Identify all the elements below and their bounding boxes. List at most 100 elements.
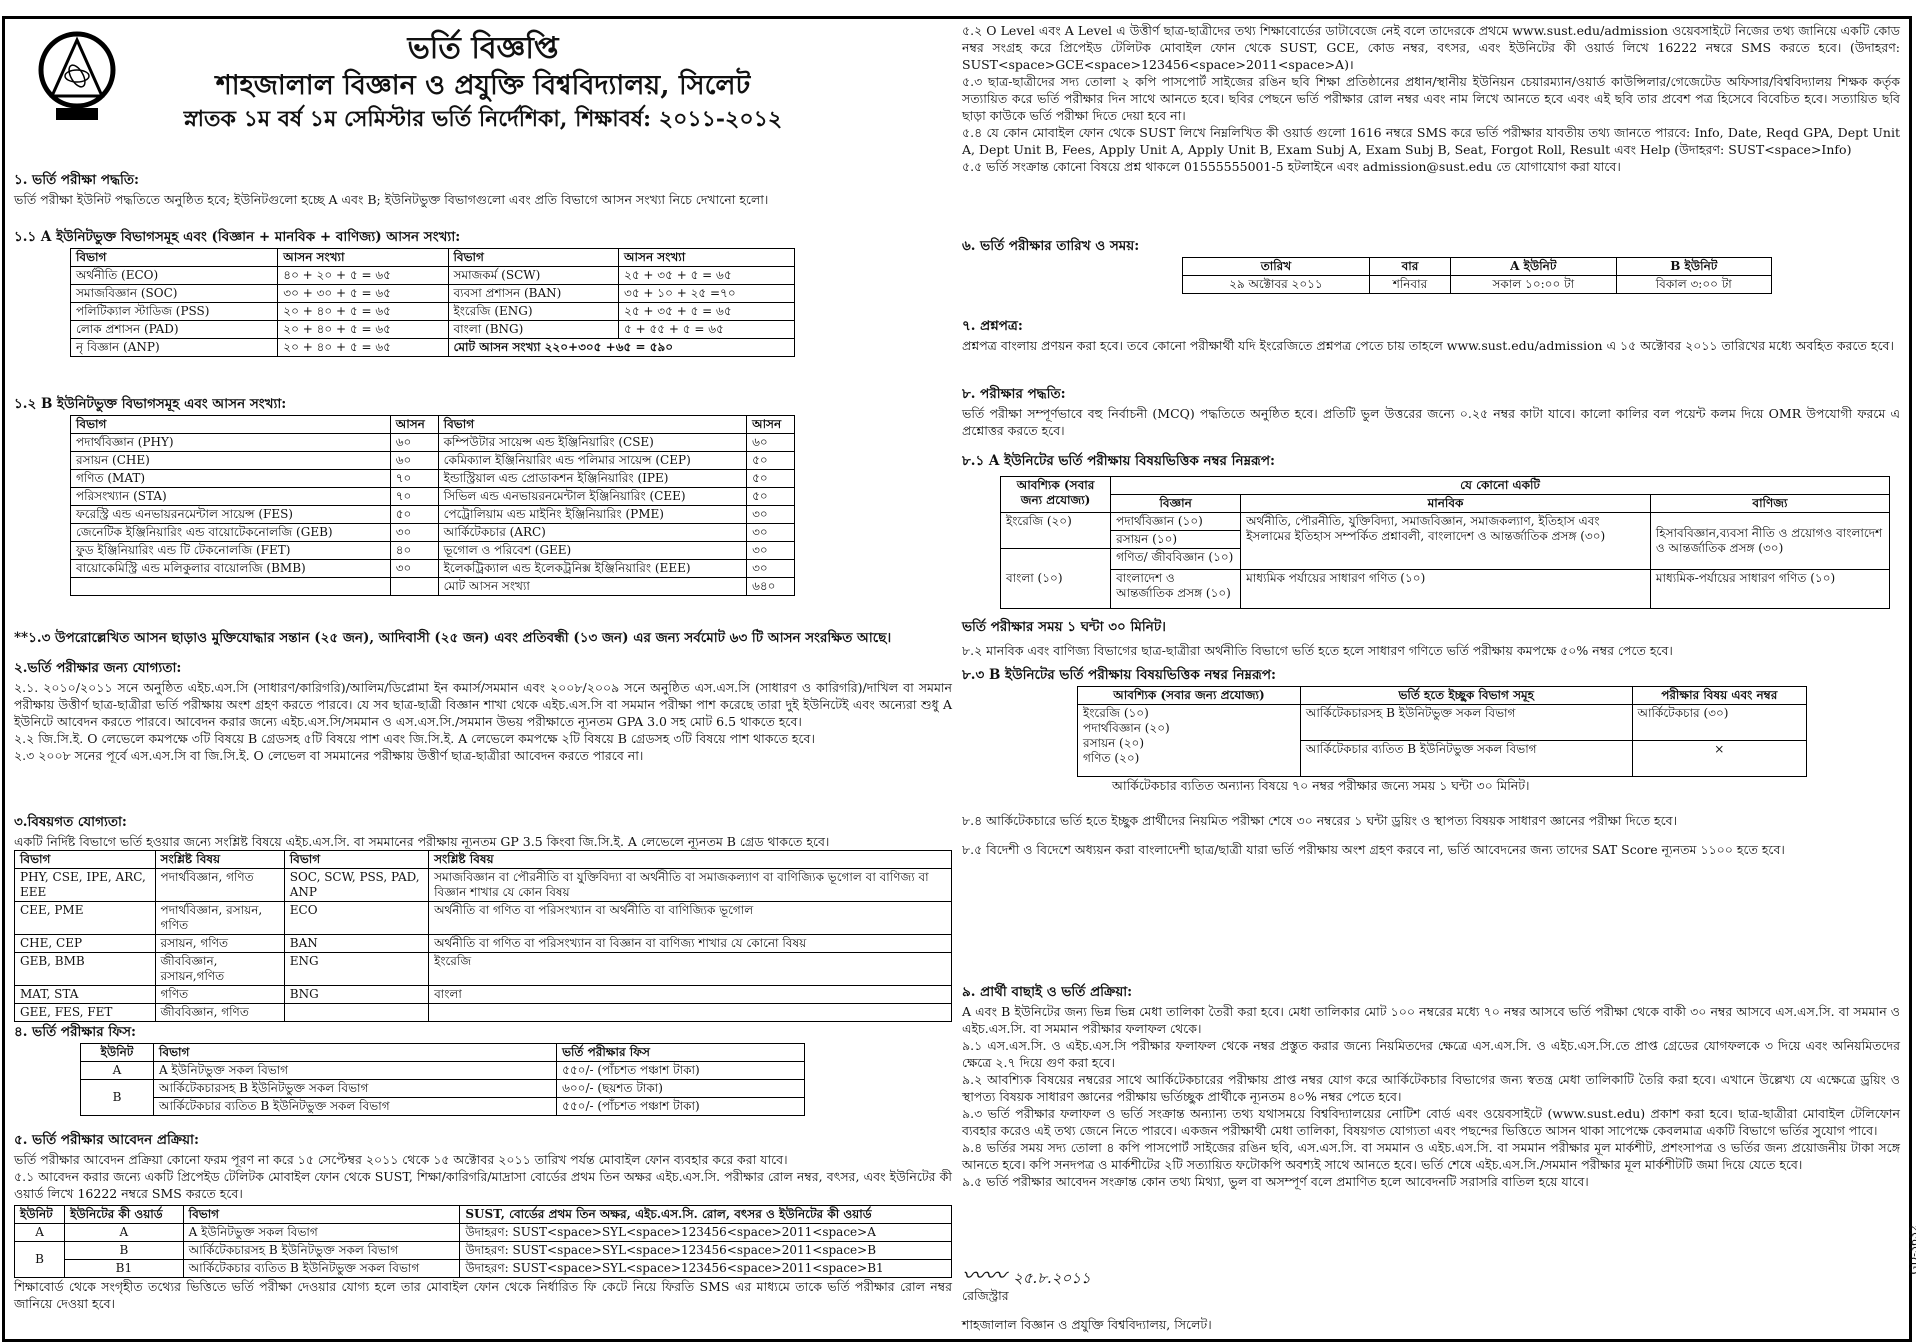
table-cell: আর্কিটেকচার ব্যতিত B ইউনিটভুক্ত সকল বিভা… xyxy=(182,1259,461,1278)
column-header: আবশ্যিক (সবার জন্য প্রযোজ্য) xyxy=(999,476,1112,513)
table-cell: কম্পিউটার সায়েন্স এন্ড ইঞ্জিনিয়ারিং (C… xyxy=(437,433,748,452)
table-cell: রসায়ন (১০) xyxy=(1110,530,1242,549)
section-4: ৪. ভর্তি পরীক্ষার ফিস: ইউনিট বিভাগ ভর্তি প… xyxy=(14,1020,952,1116)
mandatory-subjects: ইংরেজি (১০) পদার্থবিজ্ঞান (২০) রসায়ন (২০)… xyxy=(1077,704,1301,777)
table-cell: সিভিল এন্ড এনভায়রনমেন্টাল ইঞ্জিনিয়ারিং… xyxy=(437,487,748,506)
table-cell: ৬০ xyxy=(389,433,439,452)
section-2: ২.ভর্তি পরীক্ষার জন্য যোগ্যতা: ২.১. ২০১০… xyxy=(14,656,952,764)
university-logo xyxy=(38,31,116,120)
table-cell: ২৫ + ৩৫ + ৫ = ৬৫ xyxy=(618,266,795,285)
exam-duration: ভর্তি পরীক্ষার সময় ১ ঘন্টা ৩০ মিনিট। xyxy=(962,619,1166,635)
table-row: পলিটিক্যাল স্টাডিজ (PSS) ২০ + ৪০ + ৫ = ৬৫… xyxy=(69,302,795,321)
paragraph: ২.৩ ২০০৮ সনের পূর্বে এস.এস.সি বা জি.সি.ই… xyxy=(14,748,644,763)
table-cell: আর্কিটেকচারসহ B ইউনিটভুক্ত সকল বিভাগ xyxy=(1299,704,1633,741)
column-header: বিভাগ xyxy=(152,1043,558,1062)
table-cell: রসায়ন, গণিত xyxy=(154,934,285,953)
unit-a-marks-table: আবশ্যিক (সবার জন্য প্রযোজ্য) যে কোনো একটি… xyxy=(999,476,1891,609)
section-1-2: ১.২ B ইউনিটভুক্ত বিভাগসমূহ এবং আসন সংখ্য… xyxy=(14,392,952,596)
table-cell: ৫ + ৫৫ + ৫ = ৬৫ xyxy=(618,320,795,339)
table-cell: অর্থনীতি বা গণিত বা পরিসংখ্যান বা বিজ্ঞা… xyxy=(428,934,952,953)
table-cell: ৩০ xyxy=(746,505,795,524)
table-row: মোট আসন সংখ্যা ৬৪০ xyxy=(70,577,795,596)
column-header: আসন সংখ্যা xyxy=(618,248,795,267)
table-cell: পলিটিক্যাল স্টাডিজ (PSS) xyxy=(69,302,279,321)
table-cell: ENG xyxy=(283,952,430,986)
paragraph: ৫.২ O Level এবং A Level এ উত্তীর্ণ ছাত্র… xyxy=(962,23,1900,72)
table-cell: রসায়ন (CHE) xyxy=(70,451,391,470)
paragraph: ৮.৫ বিদেশী ও বিদেশে অধ্যয়ন করা বাংলাদেশ… xyxy=(962,842,1785,857)
table-cell xyxy=(389,577,439,596)
table-cell: উদাহরণ: SUST<space>SYL<space>123456<spac… xyxy=(459,1241,952,1260)
section-1: ১. ভর্তি পরীক্ষা পদ্ধতি: ভর্তি পরীক্ষা ই… xyxy=(14,168,952,208)
table-cell: আর্কিটেকচার ব্যতিত B ইউনিটভুক্ত সকল বিভা… xyxy=(1299,740,1633,777)
column-header: বিভাগ xyxy=(283,850,430,869)
column-header: B ইউনিট xyxy=(1615,257,1773,276)
column-header: আসন xyxy=(389,415,439,434)
table-cell: ৩০ xyxy=(389,523,439,542)
table-cell: ৬০ xyxy=(746,433,795,452)
table-cell xyxy=(70,577,391,596)
table-cell: GEB, BMB xyxy=(14,952,156,986)
section-6: ৬. ভর্তি পরীক্ষার তারিখ ও সময়: তারিখ বার… xyxy=(962,234,1900,294)
table-cell: জীববিজ্ঞান, গণিত xyxy=(154,1003,285,1022)
table-cell: ৫০ xyxy=(746,487,795,506)
table-cell: ২০ + ৪০ + ৫ = ৬৫ xyxy=(277,302,449,321)
section-heading: ৮.১ A ইউনিটের ভর্তি পরীক্ষায় বিষয়ভিত্ত… xyxy=(962,453,1276,469)
table-row: ২৯ অক্টোবর ২০১১ শনিবার সকাল ১০:০০ টা বিকাল … xyxy=(1182,275,1773,294)
table-cell: উদাহরণ: SUST<space>SYL<space>123456<spac… xyxy=(459,1259,952,1278)
table-cell: × xyxy=(1631,740,1808,777)
table-cell: A xyxy=(80,1061,154,1080)
table-row: গণিত (MAT) ৭০ ইন্ডাস্ট্রিয়াল এন্ড প্রোডাক… xyxy=(70,469,795,488)
table-cell: পদার্থবিজ্ঞান, রসায়ন, গণিত xyxy=(154,901,285,935)
table-cell xyxy=(428,1003,952,1022)
section-heading: ১. ভর্তি পরীক্ষা পদ্ধতি: xyxy=(14,172,139,188)
subject-eligibility-table: বিভাগ সংশ্লিষ্ট বিষয় বিভাগ সংশ্লিষ্ট বিষয়… xyxy=(14,850,952,1022)
unit-a-time: সকাল ১০:০০ টা xyxy=(1450,275,1617,294)
section-heading: ৩.বিষয়গত যোগ্যতা: xyxy=(14,814,127,830)
table-cell: আর্কিটেকচার (৩০) xyxy=(1631,704,1808,741)
table-cell: ২০ + ৪০ + ৫ = ৬৫ xyxy=(277,338,449,357)
table-cell: পেট্রোলিয়াম এন্ড মাইনিং ইঞ্জিনিয়ারিং (… xyxy=(437,505,748,524)
subject: গণিত (২০) xyxy=(1083,751,1140,765)
table-cell: BAN xyxy=(283,934,430,953)
table-cell: ভূগোল ও পরিবেশ (GEE) xyxy=(437,541,748,560)
table-cell xyxy=(283,1003,430,1022)
table-cell: আর্কিটেকচারসহ B ইউনিটভুক্ত সকল বিভাগ xyxy=(152,1079,558,1098)
table-cell: আর্কিটেকচার ব্যতিত B ইউনিটভুক্ত সকল বিভা… xyxy=(152,1097,558,1116)
table-cell: উদাহরণ: SUST<space>SYL<space>123456<spac… xyxy=(459,1223,952,1242)
paragraph: A এবং B ইউনিটের জন্য ভিন্ন ভিন্ন মেধা তা… xyxy=(962,1004,1900,1036)
column-header: বিভাগ xyxy=(69,248,279,267)
table-cell: মাধ্যমিক পর্যায়ের সাধারণ গণিত (১০) xyxy=(1240,569,1651,609)
table-cell: ৩০ xyxy=(746,559,795,578)
column-header: ইউনিট xyxy=(13,1205,66,1224)
section-3: ৩.বিষয়গত যোগ্যতা: একটি নির্দিষ্ট বিভাগে… xyxy=(14,810,952,1022)
table-row: GEB, BMB জীববিজ্ঞান, রসায়ন,গণিত ENG ইংরেজি xyxy=(14,952,952,986)
table-cell: ৬০ xyxy=(389,451,439,470)
section-heading: ৭. প্রশ্নপত্র: xyxy=(962,318,1023,334)
subject: রসায়ন (২০) xyxy=(1083,736,1145,750)
table-row: নৃ বিজ্ঞান (ANP) ২০ + ৪০ + ৫ = ৬৫ মোট আস… xyxy=(69,338,795,357)
table-cell: বায়োকেমিস্ট্রি এন্ড মলিকুলার বায়োলজি (… xyxy=(70,559,391,578)
table-cell: ৪০ + ২০ + ৫ = ৬৫ xyxy=(277,266,449,285)
table-cell: ইংরেজি (২০) xyxy=(999,512,1112,549)
table-cell: ৫০ xyxy=(389,505,439,524)
table-cell: নৃ বিজ্ঞান (ANP) xyxy=(69,338,279,357)
table-row: আর্কিটেকচার ব্যতিত B ইউনিটভুক্ত সকল বিভা… xyxy=(81,1097,805,1116)
section-heading: ৬. ভর্তি পরীক্ষার তারিখ ও সময়: xyxy=(962,238,1140,254)
column-header: ইউনিট xyxy=(80,1043,154,1062)
unit-a-seats-table: বিভাগ আসন সংখ্যা বিভাগ আসন সংখ্যা অর্থনীতি (… xyxy=(69,248,795,357)
table-row: B আর্কিটেকচারসহ B ইউনিটভুক্ত সকল বিভাগ ৬০০… xyxy=(80,1079,805,1116)
table-cell: হিসাববিজ্ঞান,ব্যবসা নীতি ও প্রয়োগও বাংল… xyxy=(1649,511,1891,571)
paragraph: ভর্তি পরীক্ষা সম্পূর্ণভাবে বহু নির্বাচনী… xyxy=(962,406,1900,438)
table-cell: লোক প্রশাসন (PAD) xyxy=(69,320,279,339)
table-row: ফরেস্ট্রি এন্ড এনভায়রনমেন্টাল সায়েন্স … xyxy=(70,505,795,524)
column-header: ইউনিটের কী ওয়ার্ড xyxy=(64,1205,184,1224)
unit-b-seats-table: বিভাগ আসন বিভাগ আসন পদার্থবিজ্ঞান (PHY) ৬০ কম্… xyxy=(70,415,795,596)
paragraph: ৯.৫ ভর্তি পরীক্ষার আবেদন সংক্রান্ত কোন ত… xyxy=(962,1174,1589,1189)
section-heading: ২.ভর্তি পরীক্ষার জন্য যোগ্যতা: xyxy=(14,660,182,676)
section-5: ৫. ভর্তি পরীক্ষার আবেদন প্রক্রিয়া: ভর্ত… xyxy=(13,1128,952,1312)
column-header: বিভাগ xyxy=(182,1205,461,1224)
total-seats: মোট আসন সংখ্যা ২২০+৩০৫ +৬৫ = ৫৯০ xyxy=(447,338,795,357)
table-cell: পদার্থবিজ্ঞান (PHY) xyxy=(70,433,391,452)
